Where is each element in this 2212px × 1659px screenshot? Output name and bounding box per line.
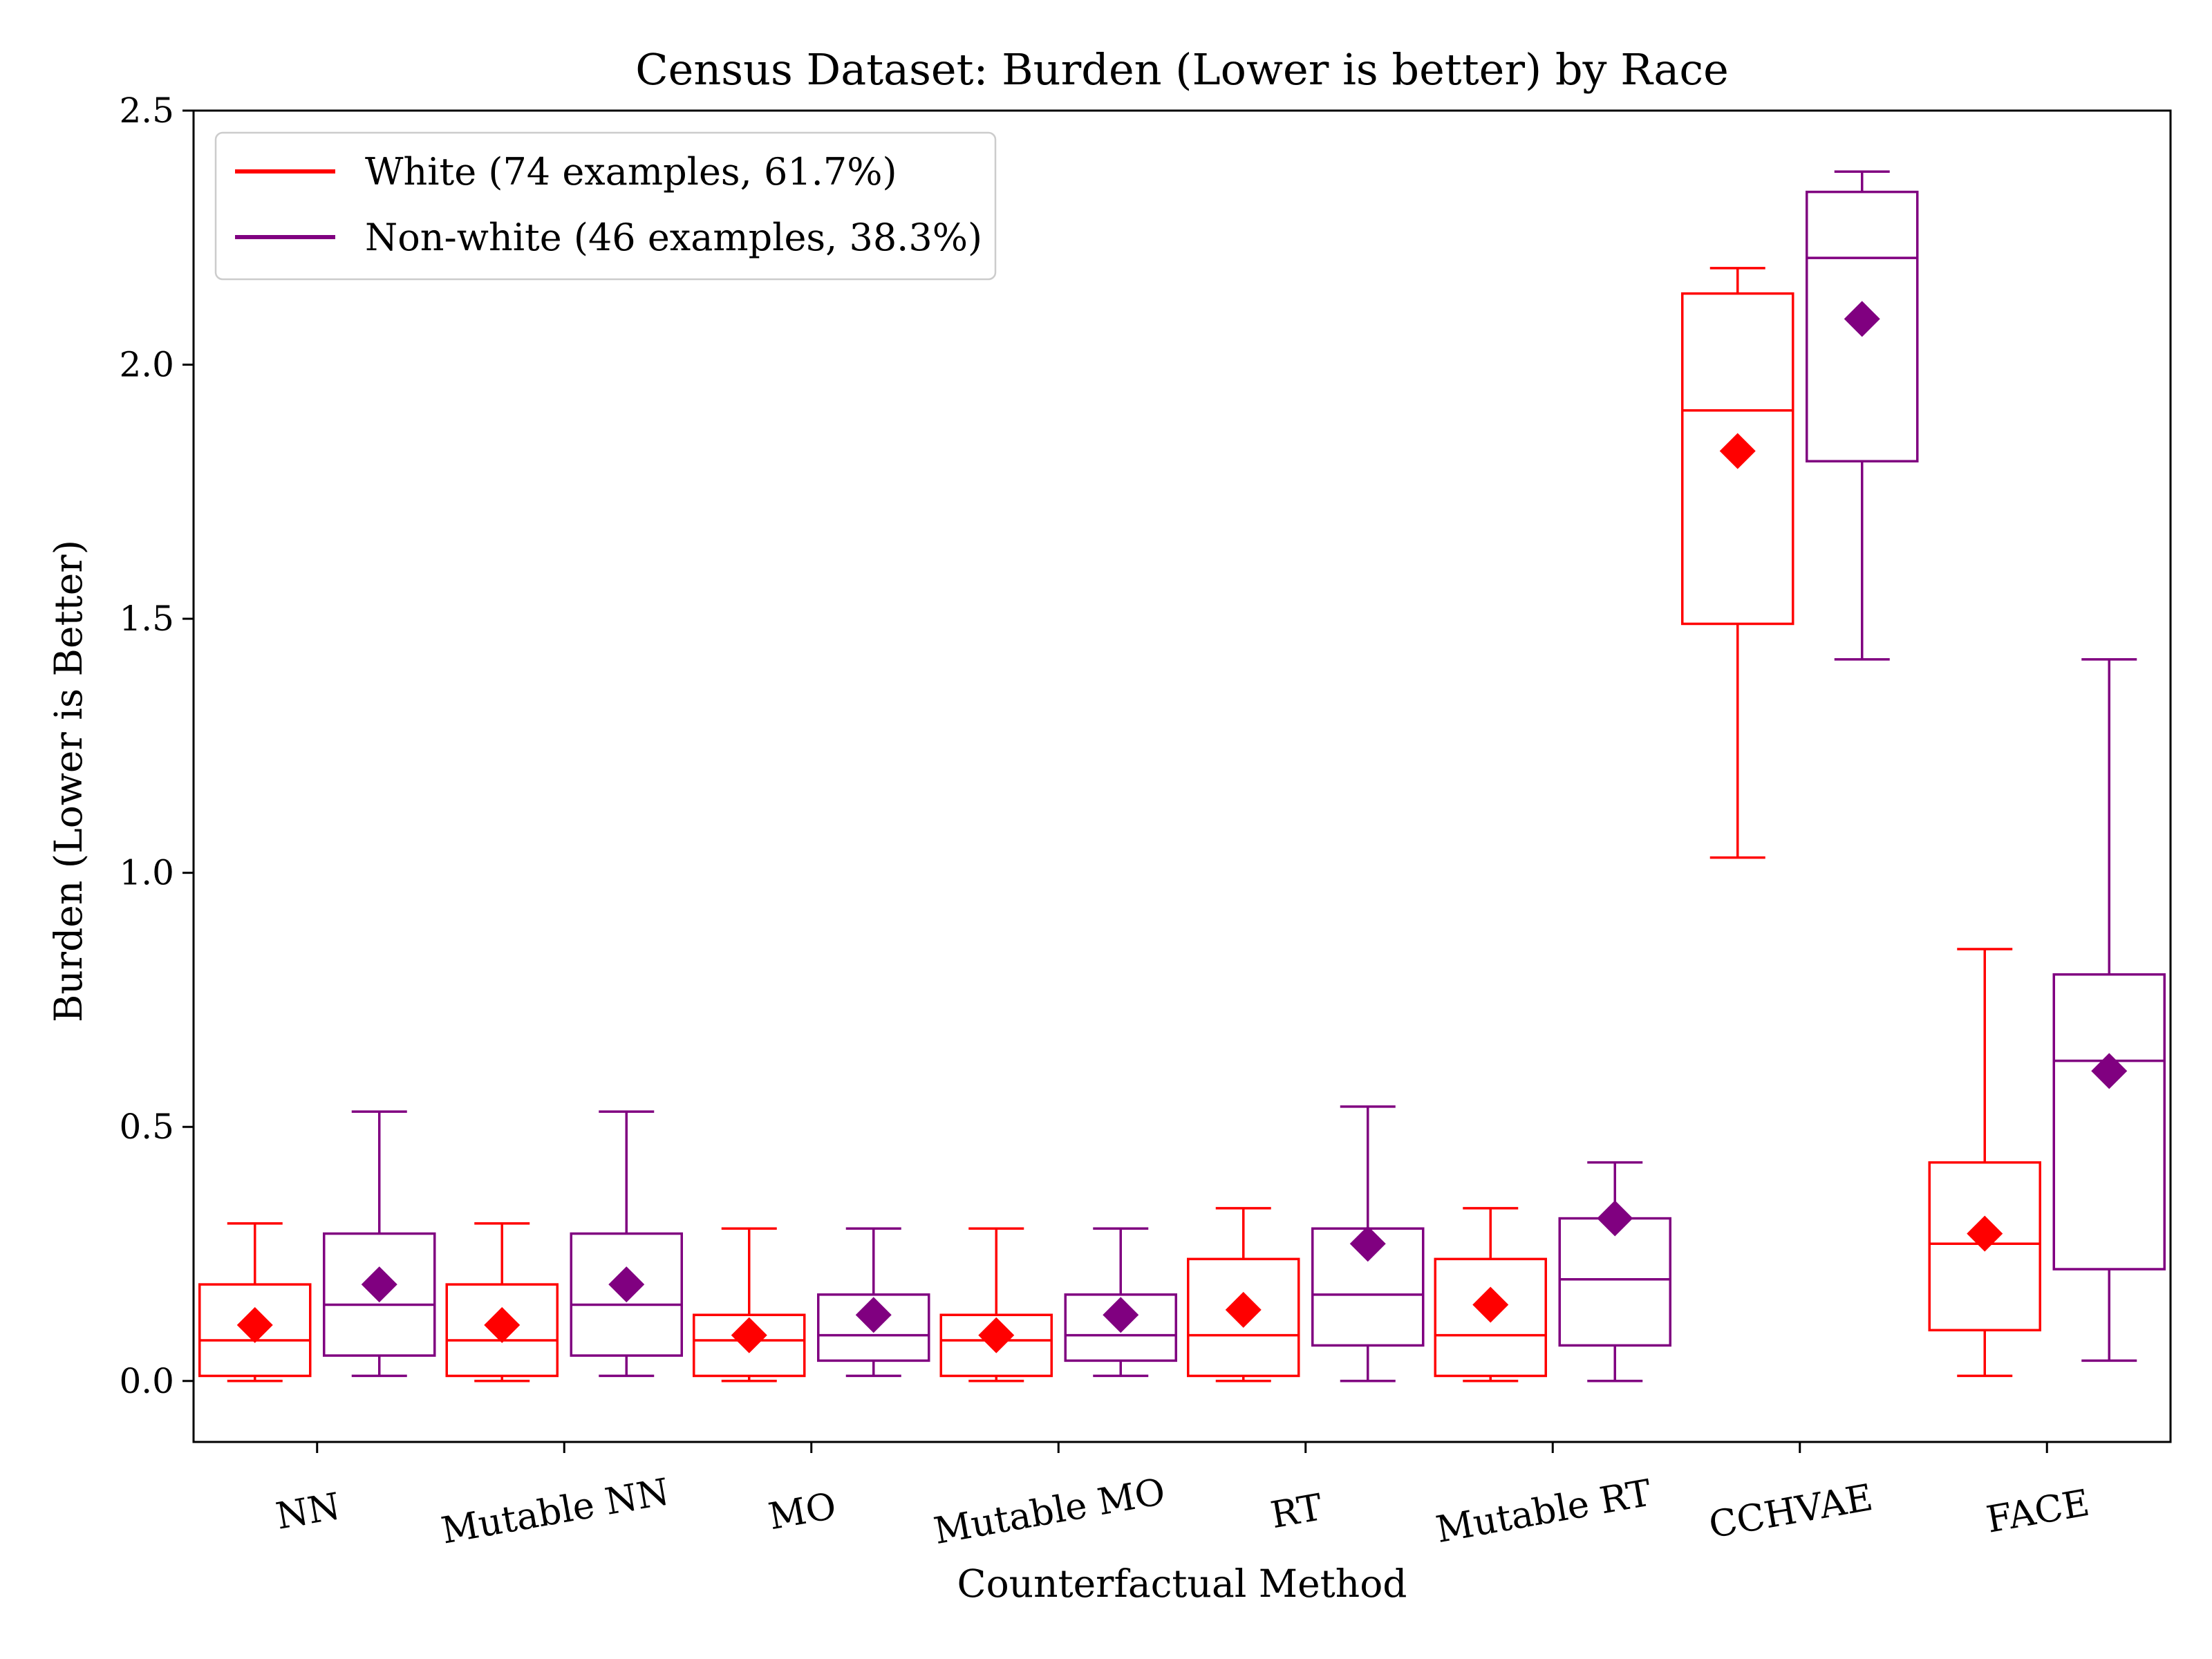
box-iqr <box>570 1232 683 1357</box>
box-non-white-2 <box>817 1227 930 1378</box>
mean-marker <box>731 1317 767 1353</box>
legend: White (74 examples, 61.7%) Non-white (46… <box>214 131 997 281</box>
box-iqr <box>817 1293 930 1362</box>
mean-marker <box>1967 1215 2003 1252</box>
box-iqr <box>198 1283 312 1378</box>
box-non-white-4 <box>1311 1105 1425 1382</box>
x-axis-label: Counterfactual Method <box>957 1562 1407 1606</box>
mean-marker <box>1225 1291 1262 1328</box>
plot-area <box>198 170 2166 1382</box>
mean-marker <box>2091 1053 2128 1089</box>
mean-marker <box>1472 1286 1509 1323</box>
box-white-3 <box>939 1227 1053 1382</box>
chart-title: Census Dataset: Burden (Lower is better)… <box>635 44 1729 95</box>
box-white-1 <box>445 1222 559 1382</box>
legend-label-non-white: Non-white (46 examples, 38.3%) <box>365 216 982 259</box>
box-non-white-0 <box>323 1110 436 1378</box>
box-non-white-1 <box>570 1110 683 1378</box>
box-iqr <box>445 1283 559 1378</box>
mean-marker <box>1719 433 1756 469</box>
box-iqr <box>1064 1293 1177 1362</box>
mean-marker <box>1597 1200 1633 1237</box>
mean-marker <box>236 1306 273 1343</box>
box-iqr <box>1681 292 1794 626</box>
y-tick-label: 1.5 <box>119 599 174 639</box>
mean-marker <box>855 1297 892 1333</box>
y-axis: 0.0 0.5 1.0 1.5 2.0 2.5 <box>119 91 194 1401</box>
box-white-5 <box>1434 1207 1547 1382</box>
mean-marker <box>1103 1297 1139 1333</box>
box-iqr <box>939 1313 1053 1378</box>
y-tick-label: 2.0 <box>119 345 174 385</box>
legend-label-white: White (74 examples, 61.7%) <box>365 150 897 194</box>
box-white-0 <box>198 1222 312 1382</box>
mean-marker <box>608 1266 645 1303</box>
box-iqr <box>323 1232 436 1357</box>
mean-marker <box>484 1306 521 1343</box>
mean-marker <box>361 1266 397 1303</box>
box-iqr <box>2052 973 2166 1271</box>
mean-marker <box>1349 1226 1386 1262</box>
box-white-2 <box>693 1227 806 1382</box>
box-non-white-5 <box>1558 1161 1671 1382</box>
box-non-white-3 <box>1064 1227 1177 1378</box>
x-tick-label: RT <box>1268 1486 1326 1537</box>
y-tick-label: 0.5 <box>119 1107 174 1147</box>
box-white-4 <box>1187 1207 1300 1382</box>
box-iqr <box>1434 1257 1547 1378</box>
y-tick-label: 0.0 <box>119 1361 174 1401</box>
box-white-7 <box>1928 948 2041 1378</box>
axes-frame <box>192 109 2172 1443</box>
mean-marker <box>978 1317 1015 1353</box>
box-non-white-7 <box>2052 658 2166 1362</box>
box-iqr <box>1928 1161 2041 1332</box>
y-tick-label: 2.5 <box>119 91 174 131</box>
box-non-white-6 <box>1806 170 1919 661</box>
box-white-6 <box>1681 267 1794 859</box>
y-axis-label: Burden (Lower is Better) <box>46 540 91 1022</box>
box-iqr <box>693 1313 806 1378</box>
legend-box <box>214 131 997 281</box>
box-iqr <box>1187 1257 1300 1378</box>
mean-marker <box>1844 301 1880 337</box>
box-iqr <box>1806 190 1919 462</box>
y-tick-label: 1.0 <box>119 853 174 893</box>
